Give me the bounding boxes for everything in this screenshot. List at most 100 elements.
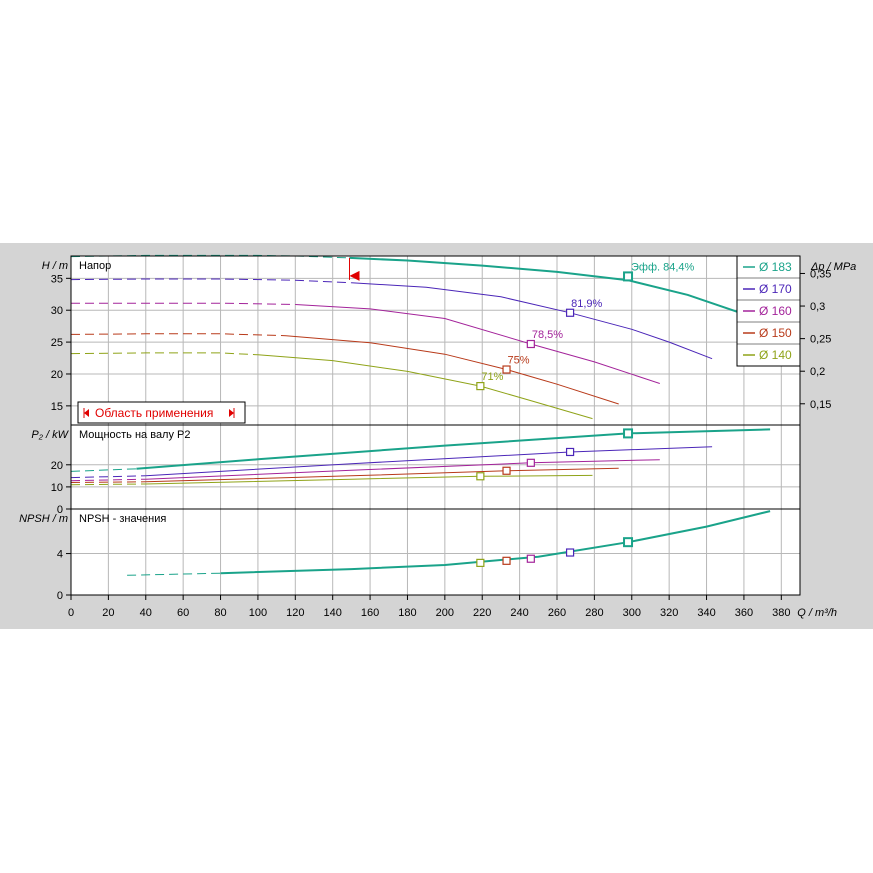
power-series-line [145, 446, 713, 477]
pump-performance-chart: 0 20 40 60 80 100 120 140 160 180 200 220 240 260 280 3… [19, 254, 856, 619]
npsh-series-line [220, 510, 771, 575]
npsh-bep-marker [623, 537, 634, 548]
efficiency-label: 81,9% [571, 298, 602, 310]
power-y-tick-label: 10 [51, 482, 63, 494]
application-range-box [77, 401, 246, 424]
power-y-tick-label: 0 [57, 504, 63, 516]
npsh-panel-frame [70, 508, 801, 596]
npsh-bep-marker [526, 554, 535, 563]
power-bep-marker [565, 447, 575, 457]
head-series-dashed [70, 278, 352, 284]
head-y-tick-label: 35 [51, 273, 63, 285]
x-tick-label: 60 [177, 607, 189, 619]
head-bep-marker [476, 381, 485, 391]
right-axis-tick-label: 0,35 [810, 268, 831, 280]
x-tick-label: 180 [398, 607, 416, 619]
right-axis-tick-label: 0,2 [810, 366, 825, 378]
x-tick-label: 220 [473, 607, 491, 619]
head-y-tick-label: 20 [51, 369, 63, 381]
power-series-dashed [70, 475, 146, 479]
head-bep-marker [526, 339, 535, 349]
power-series-line [136, 428, 771, 470]
power-bep-marker [526, 458, 535, 467]
power-series-line [145, 459, 660, 480]
efficiency-label: 78,5% [532, 329, 563, 341]
right-axis-tick-label: 0,15 [810, 399, 831, 411]
right-axis-label: Δp / MPa [810, 261, 856, 273]
head-y-axis-label: H / m [42, 260, 68, 272]
x-tick-label: 340 [697, 607, 715, 619]
x-tick-label: 140 [324, 607, 342, 619]
legend-entry: Ø 160 [759, 304, 792, 318]
right-axis-tick-label: 0,3 [810, 301, 825, 313]
power-series-line [145, 474, 593, 485]
npsh-bep-marker [565, 548, 575, 557]
head-y-tick-label: 30 [51, 305, 63, 317]
npsh-y-axis-label: NPSH / m [19, 513, 68, 525]
head-panel-title: Напор [79, 260, 111, 272]
power-panel-title: Мощность на валу P2 [79, 429, 191, 441]
power-series-dashed [70, 468, 137, 472]
legend: Ø 183 Ø 170 Ø 160 Ø 150 Ø 140 [736, 255, 801, 367]
x-tick-label: 0 [68, 607, 74, 619]
npsh-bep-marker [502, 556, 511, 565]
x-tick-label: 280 [585, 607, 603, 619]
x-tick-label: 320 [660, 607, 678, 619]
head-series-dashed [70, 333, 287, 337]
legend-entry: Ø 150 [759, 326, 792, 340]
x-axis-label: Q / m³/h [797, 607, 837, 619]
legend-entry: Ø 183 [759, 260, 792, 274]
power-series-line [145, 467, 619, 483]
application-range-label: Область применения [95, 406, 213, 420]
x-tick-label: 260 [548, 607, 566, 619]
power-bep-marker [502, 466, 511, 475]
legend-entry: Ø 140 [759, 348, 792, 362]
head-series-line [349, 256, 771, 329]
x-tick-label: 100 [249, 607, 267, 619]
x-tick-label: 120 [286, 607, 304, 619]
x-tick-label: 300 [623, 607, 641, 619]
efficiency-label: 71% [481, 371, 503, 383]
power-bep-marker [623, 428, 634, 439]
head-series-line [285, 335, 619, 405]
head-y-tick-label: 25 [51, 337, 63, 349]
x-tick-label: 360 [735, 607, 753, 619]
head-series-line [257, 354, 593, 420]
x-tick-label: 380 [772, 607, 790, 619]
npsh-series-dashed [127, 572, 221, 576]
efficiency-label: Эфф. 84,4% [631, 261, 695, 273]
frame-layer [66, 255, 805, 600]
series-layer [70, 254, 771, 576]
x-tick-label: 40 [140, 607, 152, 619]
power-y-axis-label: P₂ / kW [31, 429, 69, 441]
x-tick-label: 80 [214, 607, 226, 619]
x-tick-label: 200 [436, 607, 454, 619]
head-y-tick-label: 15 [51, 401, 63, 413]
npsh-panel-title: NPSH - значения [79, 513, 166, 525]
npsh-bep-marker [476, 558, 485, 567]
pump-curve-panel: 0 20 40 60 80 100 120 140 160 180 200 220 240 260 280 3… [0, 243, 873, 629]
x-tick-label: 240 [510, 607, 528, 619]
head-bep-marker [623, 271, 634, 282]
head-series-dashed [70, 352, 258, 356]
x-tick-label: 20 [102, 607, 114, 619]
power-series-dashed [70, 483, 146, 486]
right-axis-tick-label: 0,25 [810, 334, 831, 346]
efficiency-label: 75% [508, 355, 530, 367]
head-series-dashed [71, 302, 296, 305]
power-series-dashed [70, 478, 146, 482]
npsh-y-tick-label: 4 [57, 549, 63, 561]
range-start-arrow-icon [349, 270, 360, 281]
range-right-arrow-icon [229, 409, 234, 417]
range-left-arrow-icon [84, 409, 89, 417]
x-tick-label: 160 [361, 607, 379, 619]
head-bep-marker [502, 365, 511, 374]
power-series-dashed [70, 481, 146, 483]
power-y-tick-label: 20 [51, 460, 63, 472]
head-bep-marker [565, 308, 575, 317]
power-bep-marker [476, 472, 485, 481]
npsh-y-tick-label: 0 [57, 590, 63, 602]
label-layer: 0 20 40 60 80 100 120 140 160 180 200 220 240 260 280 3… [19, 260, 856, 619]
head-series-line [295, 304, 660, 384]
legend-entry: Ø 170 [759, 282, 792, 296]
